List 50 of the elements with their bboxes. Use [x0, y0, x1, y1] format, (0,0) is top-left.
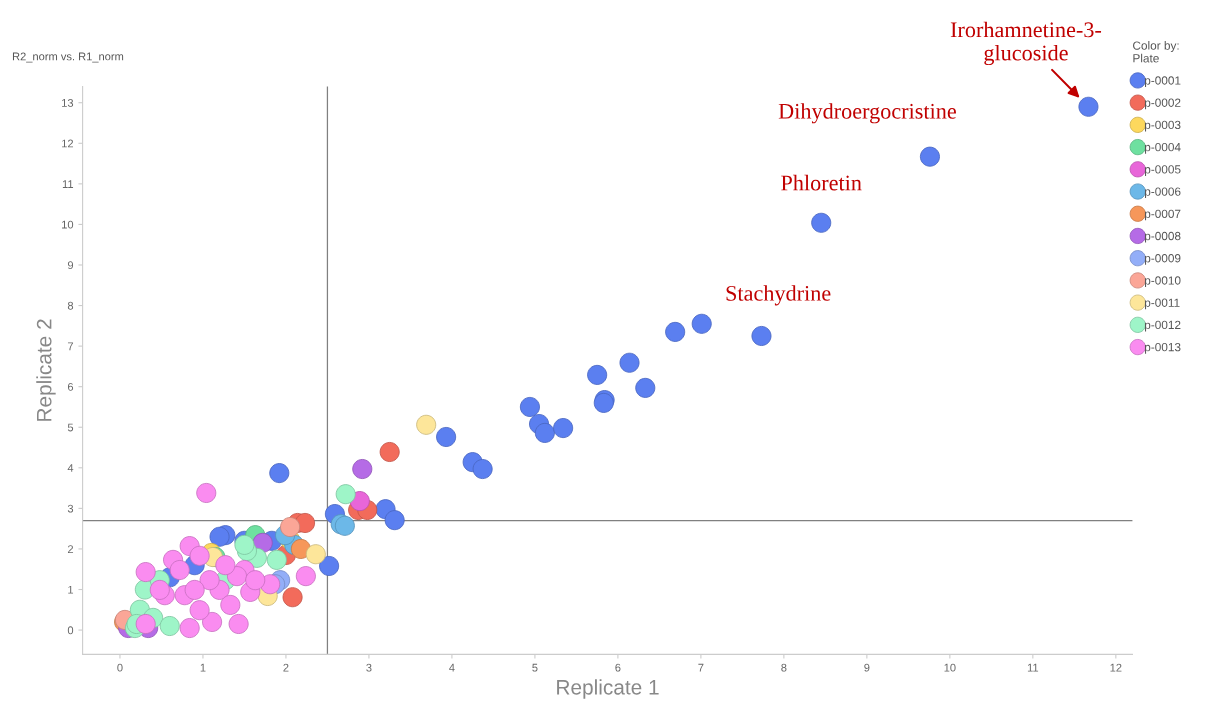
x-tick-label: 5 [532, 663, 538, 672]
y-tick-label: 9 [67, 261, 74, 270]
legend-label: p-0006 [1145, 187, 1181, 199]
y-tick-label: 6 [67, 382, 74, 391]
x-tick-label: 1 [200, 663, 206, 672]
x-tick-label: 4 [449, 663, 455, 672]
x-tick-label: 11 [1027, 663, 1039, 672]
point [189, 545, 210, 566]
legend-label: p-0002 [1145, 98, 1181, 110]
y-tick-label: 11 [62, 180, 74, 188]
x-tick-label: 10 [944, 663, 956, 672]
legend-label: p-0008 [1145, 231, 1181, 243]
annotation: Irorhamnetine-3- glucoside [950, 21, 1102, 66]
y-tick-label: 8 [67, 301, 74, 310]
legend-label: p-0001 [1145, 76, 1181, 88]
x-tick-label: 3 [366, 663, 372, 672]
x-tick-label: 8 [781, 663, 787, 672]
x-tick-label: 6 [615, 663, 621, 672]
x-tick-label: 9 [864, 663, 870, 672]
legend-label: p-0003 [1145, 120, 1181, 132]
chart-title: R2_norm vs. R1_norm [12, 52, 124, 63]
x-tick-label: 2 [283, 663, 289, 672]
legend-label: p-0011 [1145, 298, 1180, 310]
y-tick-label: 2 [67, 545, 74, 553]
annotation: Phloretin [781, 174, 862, 191]
legend-title: Color by: Plate [1133, 41, 1179, 63]
x-tick-label: 7 [698, 663, 704, 672]
y-tick-label: 3 [67, 504, 74, 513]
y-tick-label: 5 [67, 423, 74, 432]
x-tick-label: 12 [1110, 663, 1122, 672]
legend-label: p-0012 [1145, 320, 1181, 332]
y-tick-label: 0 [67, 626, 74, 635]
point [169, 560, 190, 581]
x-axis-title: Replicate 1 [557, 679, 659, 699]
y-tick-label: 4 [67, 464, 74, 472]
legend-label: p-0004 [1145, 142, 1181, 154]
x-tick-label: 0 [117, 663, 123, 672]
legend-label: p-0009 [1145, 254, 1181, 265]
legend-label: p-0005 [1145, 165, 1181, 176]
y-axis-title: Replicate 2 [36, 319, 56, 421]
annotation: Stachydrine [726, 285, 831, 306]
legend-label: p-0013 [1145, 342, 1181, 354]
y-tick-label: 7 [67, 342, 74, 351]
legend-label: p-0010 [1145, 276, 1181, 287]
annotation: Dihydroergocristine [778, 103, 956, 124]
y-tick-label: 10 [62, 220, 74, 229]
y-tick-label: 13 [62, 98, 74, 107]
y-tick-label: 1 [68, 585, 74, 594]
legend-label: p-0007 [1145, 209, 1181, 221]
y-tick-label: 12 [62, 139, 74, 148]
